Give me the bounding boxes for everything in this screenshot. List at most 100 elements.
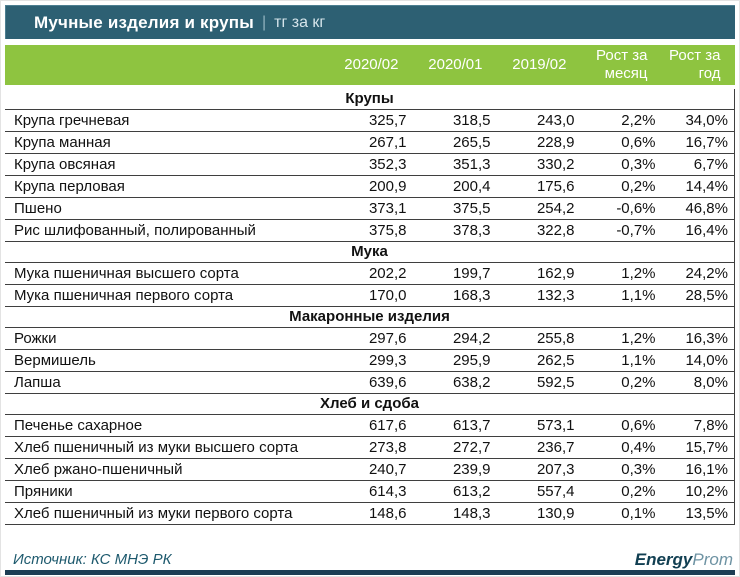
section-title: Хлеб и сдоба <box>5 393 735 415</box>
product-row: Мука пшеничная высшего сорта 202,2 199,7 16… <box>5 262 735 285</box>
price-cell: 295,9 <box>412 349 497 372</box>
price-cell: 267,1 <box>328 131 413 154</box>
product-name-cell: Крупа манная <box>5 131 329 154</box>
price-cell: 200,9 <box>328 175 413 198</box>
growth-cell: 16,1% <box>661 458 735 481</box>
product-name-cell: Хлеб ржано-пшеничный <box>5 458 329 481</box>
page-title: Мучные изделия и крупы <box>34 12 254 32</box>
energyprom-logo-text: EnergyProm <box>635 551 733 568</box>
growth-cell: 34,0% <box>661 109 735 132</box>
section-title: Мука <box>5 241 735 263</box>
product-name-cell: Хлеб пшеничный из муки первого сорта <box>5 502 329 525</box>
product-name-cell: Мука пшеничная высшего сорта <box>5 262 329 285</box>
column-header-product <box>5 45 329 89</box>
growth-cell: 16,7% <box>661 131 735 154</box>
column-header-4: Рост за год <box>661 45 735 89</box>
growth-cell: 0,1% <box>580 502 662 525</box>
product-name-cell: Крупа овсяная <box>5 153 329 176</box>
price-cell: 228,9 <box>496 131 581 154</box>
bottom-bar <box>5 570 735 575</box>
price-cell: 255,8 <box>496 327 581 350</box>
section-row: Мука <box>5 241 735 263</box>
title-bar: Мучные изделия и крупы | тг за кг <box>5 5 735 39</box>
product-row: Рожки 297,6 294,2 255,8 1,2% 16,3% <box>5 327 735 350</box>
price-cell: 375,8 <box>328 219 413 242</box>
product-name-cell: Рожки <box>5 327 329 350</box>
growth-cell: -0,7% <box>580 219 662 242</box>
growth-cell: 46,8% <box>661 197 735 220</box>
price-cell: 592,5 <box>496 371 581 394</box>
growth-cell: 2,2% <box>580 109 662 132</box>
product-row: Мука пшеничная первого сорта 170,0 168,3 13… <box>5 284 735 307</box>
growth-cell: 15,7% <box>661 436 735 459</box>
product-row: Хлеб пшеничный из муки высшего сорта 273,… <box>5 436 735 459</box>
price-cell: 236,7 <box>496 436 581 459</box>
growth-cell: 28,5% <box>661 284 735 307</box>
section-row: Хлеб и сдоба <box>5 393 735 415</box>
product-name-cell: Лапша <box>5 371 329 394</box>
price-cell: 243,0 <box>496 109 581 132</box>
price-table: 2020/02 2020/01 2019/02 Рост за месяц Рост з… <box>5 45 735 525</box>
product-name-cell: Крупа гречневая <box>5 109 329 132</box>
price-cell: 239,9 <box>412 458 497 481</box>
growth-cell: 13,5% <box>661 502 735 525</box>
price-cell: 573,1 <box>496 414 581 437</box>
growth-cell: 1,1% <box>580 284 662 307</box>
product-row: Вермишель 299,3 295,9 262,5 1,1% 14,0% <box>5 349 735 372</box>
growth-cell: 6,7% <box>661 153 735 176</box>
table-header-row: 2020/02 2020/01 2019/02 Рост за месяц Рост з… <box>5 45 735 89</box>
growth-cell: 1,2% <box>580 327 662 350</box>
growth-cell: 0,3% <box>580 153 662 176</box>
price-cell: 207,3 <box>496 458 581 481</box>
price-cell: 613,7 <box>412 414 497 437</box>
price-cell: 273,8 <box>328 436 413 459</box>
growth-cell: 14,4% <box>661 175 735 198</box>
price-cell: 352,3 <box>328 153 413 176</box>
product-name-cell: Мука пшеничная первого сорта <box>5 284 329 307</box>
product-name-cell: Хлеб пшеничный из муки высшего сорта <box>5 436 329 459</box>
price-cell: 299,3 <box>328 349 413 372</box>
column-header-3: Рост за месяц <box>580 45 662 89</box>
price-cell: 378,3 <box>412 219 497 242</box>
price-table-container: 2020/02 2020/01 2019/02 Рост за месяц Рост з… <box>5 45 735 525</box>
product-row: Крупа овсяная 352,3 351,3 330,2 0,3% 6,7% <box>5 153 735 176</box>
column-header-2: 2019/02 <box>496 45 581 89</box>
growth-cell: 0,2% <box>580 371 662 394</box>
price-cell: 148,3 <box>412 502 497 525</box>
growth-cell: 0,2% <box>580 480 662 503</box>
product-row: Хлеб ржано-пшеничный 240,7 239,9 207,3 0,3% 1… <box>5 458 735 481</box>
price-cell: 613,2 <box>412 480 497 503</box>
product-row: Крупа манная 267,1 265,5 228,9 0,6% 16,7% <box>5 131 735 154</box>
price-cell: 351,3 <box>412 153 497 176</box>
price-cell: 294,2 <box>412 327 497 350</box>
growth-cell: 10,2% <box>661 480 735 503</box>
growth-cell: 16,3% <box>661 327 735 350</box>
price-cell: 557,4 <box>496 480 581 503</box>
price-cell: 168,3 <box>412 284 497 307</box>
section-row: Крупы <box>5 87 735 110</box>
column-header-0: 2020/02 <box>328 45 413 89</box>
growth-cell: 16,4% <box>661 219 735 242</box>
growth-cell: 8,0% <box>661 371 735 394</box>
price-cell: 130,9 <box>496 502 581 525</box>
price-cell: 200,4 <box>412 175 497 198</box>
growth-cell: -0,6% <box>580 197 662 220</box>
price-cell: 175,6 <box>496 175 581 198</box>
product-name-cell: Рис шлифованный, полированный <box>5 219 329 242</box>
product-row: Пшено 373,1 375,5 254,2 -0,6% 46,8% <box>5 197 735 220</box>
unit-label: тг за кг <box>274 13 326 31</box>
price-cell: 162,9 <box>496 262 581 285</box>
price-cell: 170,0 <box>328 284 413 307</box>
price-cell: 262,5 <box>496 349 581 372</box>
product-row: Лапша 639,6 638,2 592,5 0,2% 8,0% <box>5 371 735 394</box>
price-cell: 330,2 <box>496 153 581 176</box>
price-cell: 617,6 <box>328 414 413 437</box>
price-cell: 254,2 <box>496 197 581 220</box>
growth-cell: 0,6% <box>580 131 662 154</box>
price-cell: 265,5 <box>412 131 497 154</box>
growth-cell: 0,3% <box>580 458 662 481</box>
price-cell: 614,3 <box>328 480 413 503</box>
section-title: Крупы <box>5 87 735 110</box>
section-row: Макаронные изделия <box>5 306 735 328</box>
